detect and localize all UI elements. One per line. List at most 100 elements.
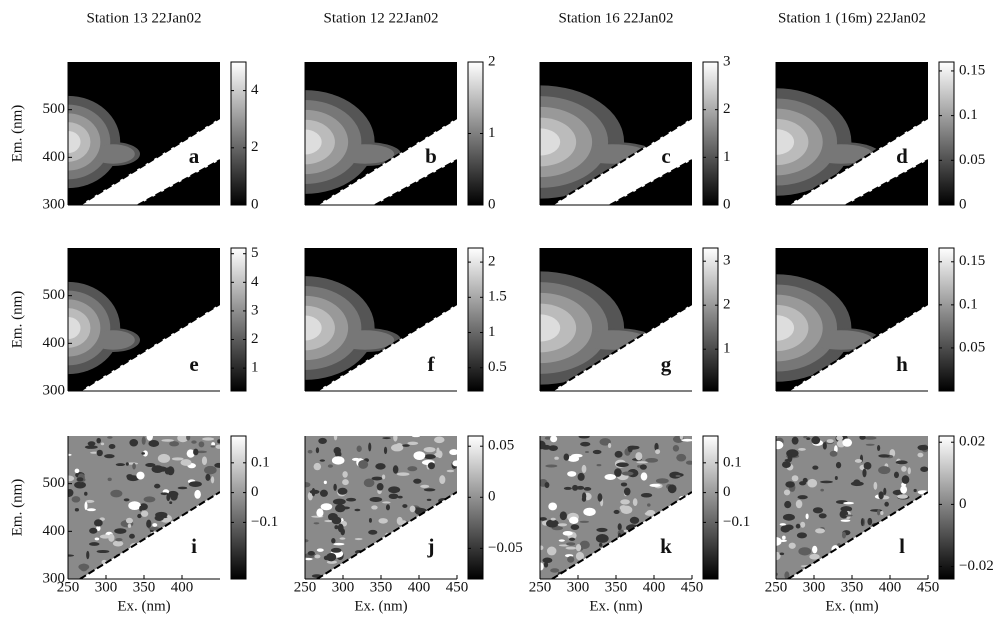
noise — [629, 516, 640, 524]
noise — [148, 526, 161, 531]
noise — [550, 517, 556, 521]
noise — [613, 509, 620, 514]
noise — [129, 439, 139, 447]
noise — [540, 517, 547, 521]
noise — [779, 523, 786, 526]
colorbar — [230, 61, 247, 206]
noise — [137, 513, 142, 519]
noise — [68, 475, 75, 482]
colorbar — [938, 435, 955, 580]
noise — [382, 437, 391, 440]
noise — [640, 492, 653, 498]
panel: Station 12 22Jan02 b 0 1 2 — [304, 10, 496, 212]
noise — [391, 443, 404, 452]
colorbar — [938, 247, 955, 392]
noise — [880, 511, 884, 516]
colorbar-tick-label: 3 — [723, 53, 731, 69]
noise — [672, 445, 680, 452]
noise — [581, 464, 587, 474]
noise — [842, 438, 853, 447]
noise — [545, 464, 558, 468]
noise — [381, 474, 386, 480]
noise — [818, 513, 827, 519]
y-axis-label: Em. (nm) — [9, 291, 25, 349]
noise — [583, 487, 592, 491]
noise — [917, 444, 928, 451]
noise — [169, 441, 180, 447]
panel-image — [776, 436, 928, 579]
column-title: Station 12 22Jan02 — [324, 10, 439, 26]
noise — [423, 447, 436, 453]
x-axis-label: Ex. (nm) — [354, 598, 407, 614]
noise — [198, 441, 205, 448]
noise — [779, 552, 785, 556]
colorbar-tick-label: 0.1 — [723, 454, 742, 470]
noise — [835, 461, 842, 469]
noise — [779, 539, 787, 542]
noise — [402, 504, 408, 508]
noise — [202, 437, 215, 441]
noise — [88, 542, 100, 546]
noise — [654, 442, 659, 452]
noise — [148, 440, 160, 447]
noise — [865, 443, 875, 446]
noise — [579, 540, 590, 550]
noise — [798, 447, 806, 451]
noise — [567, 455, 580, 462]
noise — [305, 539, 309, 543]
colorbar-tick-label: 0 — [959, 496, 967, 512]
column-title: Station 1 (16m) 22Jan02 — [778, 10, 926, 26]
noise — [326, 560, 338, 564]
noise — [807, 478, 818, 488]
noise — [917, 452, 924, 458]
noise — [782, 535, 786, 540]
noise — [581, 496, 587, 502]
noise — [68, 488, 74, 497]
panel-image — [68, 436, 220, 579]
noise — [371, 505, 378, 510]
noise — [783, 489, 791, 496]
noise — [632, 445, 640, 450]
noise — [79, 563, 88, 572]
noise — [563, 453, 570, 461]
noise — [194, 489, 201, 499]
noise — [562, 531, 573, 536]
noise — [784, 500, 792, 509]
noise — [129, 533, 135, 539]
noise — [841, 531, 847, 539]
noise — [836, 436, 844, 441]
colorbar-tick-label: 2 — [251, 331, 259, 347]
colorbar-tick-label: 1 — [723, 341, 731, 357]
noise — [870, 509, 883, 512]
x-tick-label: 350 — [605, 579, 628, 595]
mask-edge — [787, 303, 928, 391]
noise — [791, 475, 799, 482]
noise — [86, 508, 96, 512]
noise — [128, 501, 141, 511]
noise — [112, 540, 124, 547]
mask-edge — [787, 117, 928, 205]
y-tick-label: 300 — [43, 382, 66, 398]
noise — [407, 441, 419, 445]
mask-edge — [374, 159, 457, 205]
noise — [583, 507, 596, 516]
noise — [820, 480, 833, 484]
noise — [434, 436, 445, 444]
noise — [795, 523, 801, 529]
noise — [797, 495, 808, 500]
colorbar-tick-label: −0.05 — [488, 540, 523, 556]
x-tick-label: 300 — [567, 579, 590, 595]
mask-edge — [79, 117, 220, 205]
noise — [333, 542, 345, 546]
y-tick-label: 300 — [43, 570, 66, 586]
noise — [863, 462, 872, 470]
noise — [107, 436, 113, 439]
noise — [331, 538, 336, 544]
noise — [620, 499, 630, 505]
noise — [639, 464, 647, 470]
noise — [217, 439, 220, 444]
noise — [843, 501, 854, 505]
panel: j 250 300 350 400 450 Ex. (nm) −0.05 0 0.05 — [294, 435, 523, 614]
noise — [426, 498, 432, 501]
